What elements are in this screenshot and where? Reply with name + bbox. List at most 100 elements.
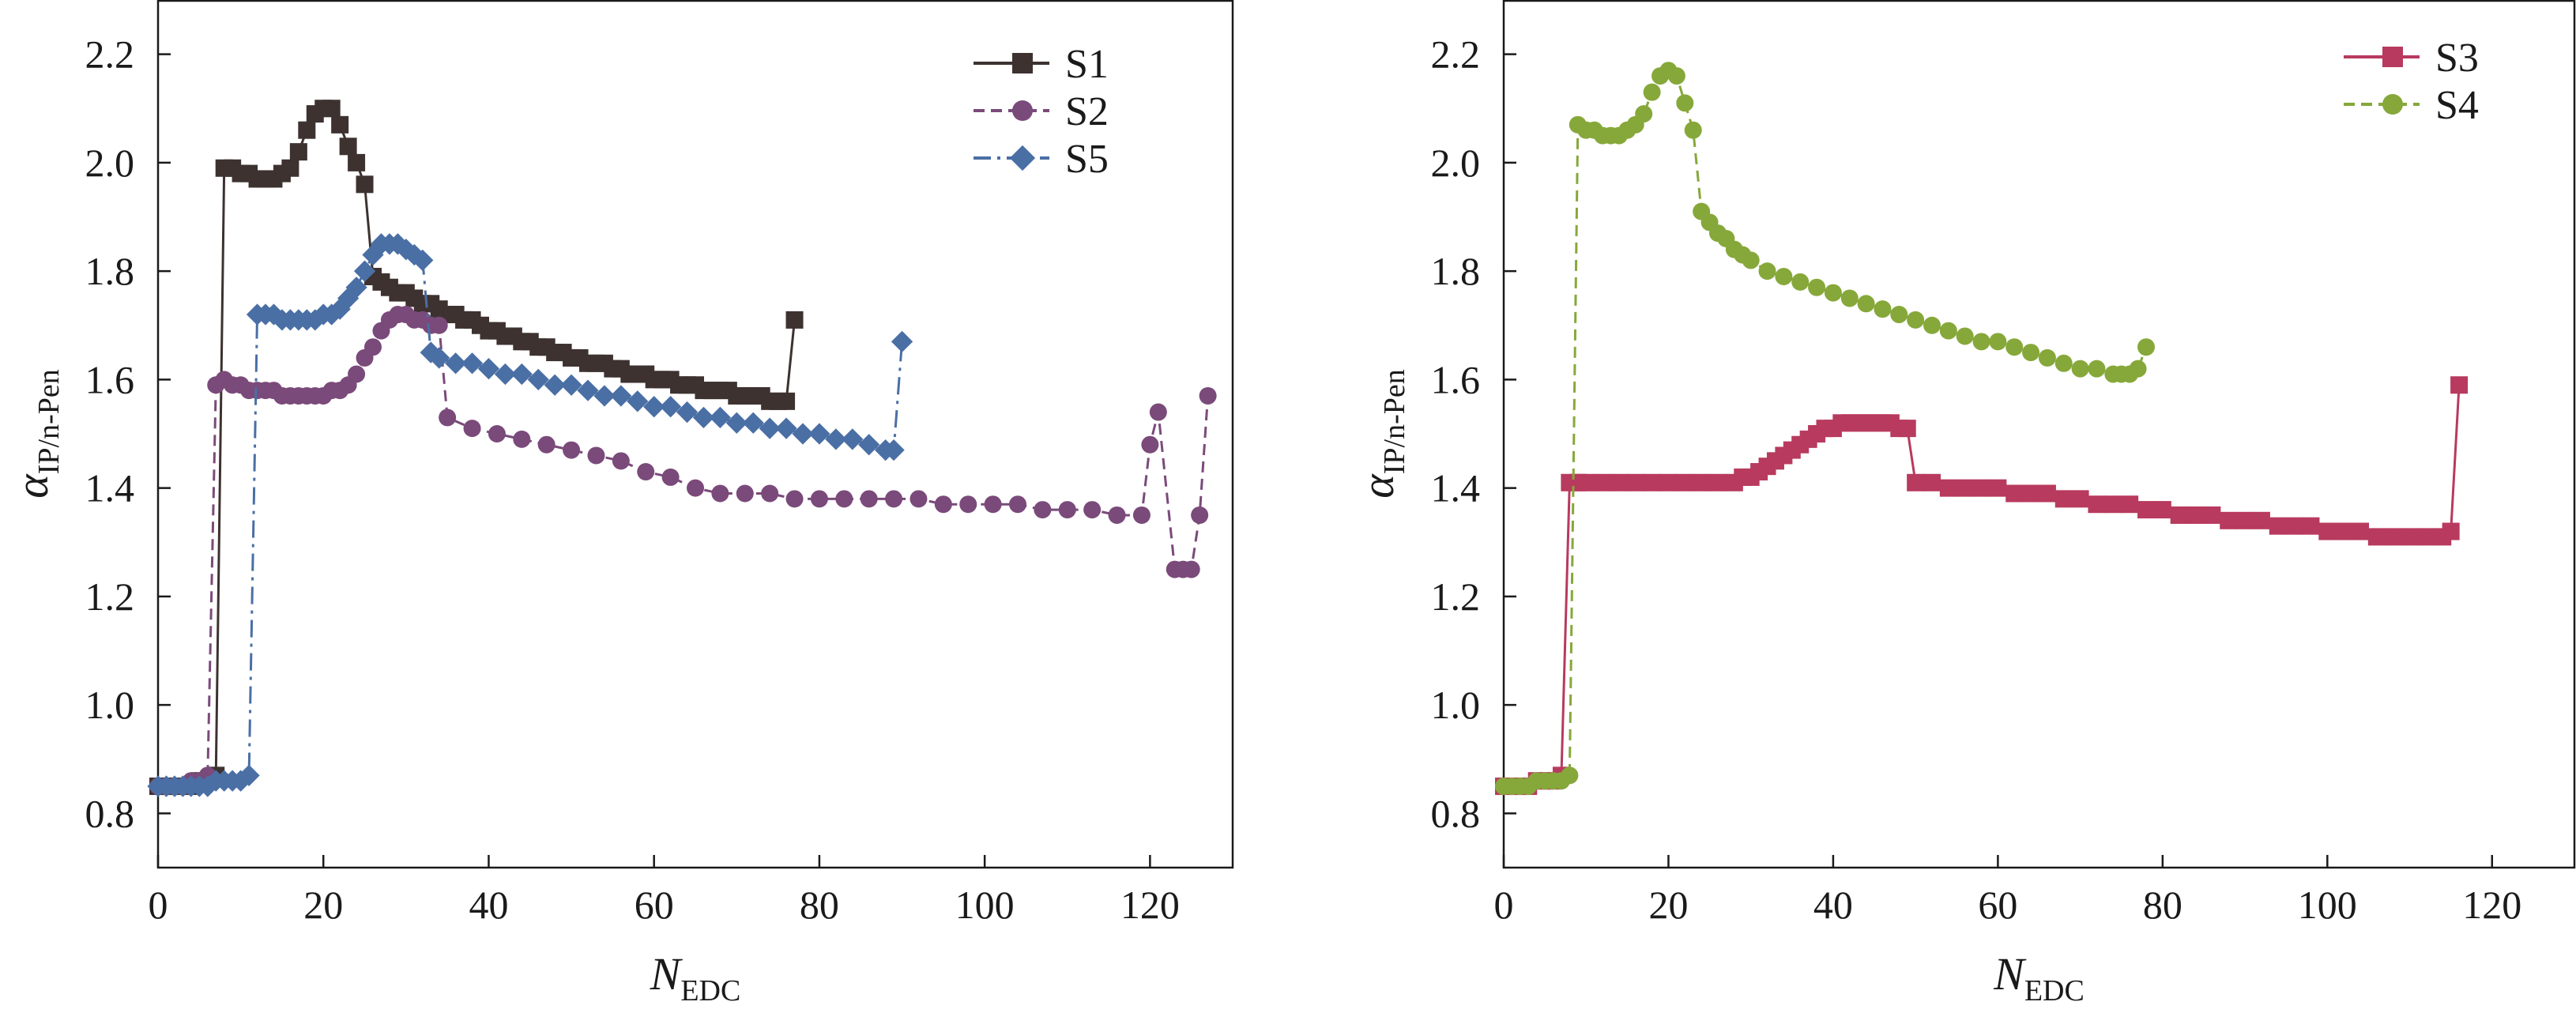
y-tick-label: 2.0 (1431, 141, 1481, 185)
data-point (2137, 338, 2155, 356)
data-point (1840, 289, 1859, 307)
data-point (356, 175, 374, 194)
data-point (1643, 83, 1661, 101)
data-point (1923, 316, 1941, 334)
data-point (761, 484, 779, 503)
series-S2 (149, 306, 1217, 796)
x-tick-label: 80 (2143, 883, 2182, 927)
data-point (1939, 322, 1957, 340)
x-tick-label: 60 (635, 883, 674, 927)
data-point (1824, 284, 1842, 302)
data-point (2236, 511, 2254, 529)
y-tick-label: 1.2 (1431, 574, 1481, 619)
data-point (2335, 522, 2353, 540)
data-point (2005, 338, 2024, 356)
data-point (412, 249, 434, 272)
data-point (1972, 333, 1990, 351)
data-point (348, 365, 366, 383)
data-point (587, 446, 605, 465)
data-point (1684, 121, 1702, 139)
y-tick-label: 0.8 (85, 791, 135, 835)
data-point (692, 406, 715, 429)
data-point (2038, 348, 2056, 367)
data-point (842, 428, 864, 450)
data-point (610, 385, 632, 407)
series-S4 (1495, 62, 2155, 796)
data-point (2088, 495, 2106, 514)
data-point (2417, 528, 2435, 546)
data-point (984, 495, 1002, 514)
data-point (858, 434, 880, 456)
data-point (238, 764, 260, 786)
data-point (725, 412, 748, 434)
data-point (593, 385, 616, 407)
data-point (785, 311, 804, 329)
data-point (1561, 766, 1579, 785)
data-point (298, 121, 316, 139)
data-point (2186, 506, 2205, 524)
data-point (1034, 501, 1052, 519)
data-point (1989, 333, 2007, 351)
data-point (1956, 327, 1974, 345)
data-point (289, 143, 307, 161)
data-point (428, 347, 450, 369)
legend-marker (2382, 47, 2403, 67)
data-point (353, 260, 376, 282)
data-point (2121, 495, 2139, 514)
data-point (439, 409, 457, 427)
data-point (711, 484, 729, 503)
data-point (364, 338, 382, 356)
data-point (513, 430, 531, 448)
x-tick-label: 20 (1648, 883, 1688, 927)
data-point (2442, 522, 2460, 540)
x-tick-label: 120 (1120, 883, 1180, 927)
data-point (2384, 528, 2402, 546)
data-point (736, 484, 754, 503)
data-point (775, 417, 797, 439)
data-point (676, 401, 699, 424)
y-tick-label: 1.8 (1431, 249, 1481, 293)
data-point (709, 406, 732, 429)
data-point (2071, 490, 2089, 508)
data-point (742, 412, 764, 434)
data-point (883, 439, 905, 461)
series-S3 (1495, 376, 2469, 796)
y-tick-label: 1.4 (85, 466, 135, 510)
data-point (322, 100, 341, 118)
data-point (339, 137, 357, 156)
data-point (2071, 360, 2089, 378)
legend-marker (1009, 145, 1036, 171)
data-point (1989, 479, 2007, 497)
data-point (1742, 251, 1760, 269)
y-tick-label: 1.0 (1431, 683, 1481, 727)
data-point (2269, 517, 2287, 535)
data-point (1791, 273, 1810, 291)
series-line (158, 107, 797, 788)
x-tick-label: 40 (469, 883, 508, 927)
x-tick-label: 120 (2462, 883, 2521, 927)
data-point (1923, 473, 1941, 491)
data-point (778, 392, 796, 410)
series-S5 (147, 233, 913, 797)
data-point (1659, 473, 1678, 491)
data-point (2137, 501, 2155, 519)
data-point (2054, 354, 2073, 372)
y-tick-label: 1.8 (85, 249, 135, 293)
data-point (627, 390, 649, 412)
data-point (1643, 473, 1661, 491)
y-tick-label: 1.6 (1431, 357, 1481, 401)
data-point (2005, 484, 2024, 503)
data-point (1676, 94, 1694, 112)
data-point (1009, 495, 1026, 514)
x-tick-label: 20 (303, 883, 343, 927)
x-tick-label: 100 (2298, 883, 2357, 927)
data-point (560, 374, 582, 396)
data-point (2367, 528, 2386, 546)
x-tick-label: 0 (149, 883, 168, 927)
data-point (643, 396, 665, 418)
data-point (494, 363, 517, 386)
data-point (1898, 420, 1916, 438)
